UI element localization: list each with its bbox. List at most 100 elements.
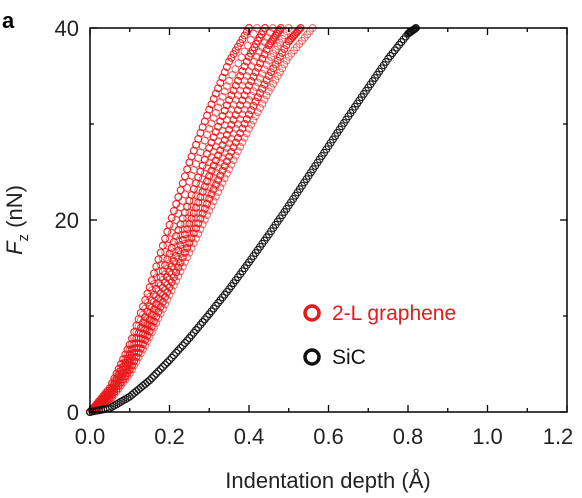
graphene-data-point [253, 93, 262, 102]
graphene-data-point [260, 80, 269, 89]
graphene-data-point [271, 75, 280, 84]
graphene-data-point [200, 215, 209, 224]
graphene-data-point [205, 124, 214, 133]
graphene-data-point [205, 105, 214, 114]
plot-frame [89, 27, 568, 413]
graphene-data-point [227, 160, 236, 169]
graphene-data-point [189, 209, 198, 218]
sic-data-point [203, 312, 211, 321]
graphene-data-point [271, 60, 280, 69]
graphene-data-point [174, 193, 183, 202]
graphene-data-point [176, 249, 185, 258]
graphene-data-point [245, 124, 253, 133]
graphene-data-point [209, 94, 218, 103]
sic-data-point [147, 374, 156, 383]
graphene-data-point [139, 345, 147, 354]
graphene-data-point [136, 349, 145, 358]
graphene-data-point [163, 227, 172, 236]
graphene-data-point [214, 84, 223, 93]
sic-data-point [150, 371, 158, 380]
graphene-data-point [216, 78, 225, 87]
graphene-data-point [167, 286, 176, 295]
graphene-data-point [225, 76, 234, 85]
graphene-data-point [192, 214, 200, 223]
graphene-data-point [183, 184, 192, 192]
graphene-data-point [218, 178, 227, 187]
graphene-data-point [216, 98, 225, 107]
graphene-data-point [150, 323, 158, 332]
graphene-data-point [187, 214, 196, 223]
y-axis-label-subscript: z [15, 234, 32, 242]
graphene-data-point [207, 178, 216, 187]
graphene-data-point [207, 100, 216, 109]
graphene-data-point [169, 222, 178, 231]
graphene-data-point [176, 186, 185, 195]
graphene-data-point [207, 201, 216, 210]
graphene-data-point [278, 49, 287, 57]
y-tick-label-1: 20 [55, 208, 79, 233]
graphene-data-point [165, 290, 174, 299]
graphene-data-point [125, 369, 134, 378]
graphene-data-point [192, 203, 200, 212]
graphene-data-point [176, 258, 185, 267]
sic-data-point [198, 318, 207, 327]
graphene-data-point [128, 361, 136, 370]
graphene-data-point [185, 239, 194, 247]
graphene-data-point [141, 341, 150, 350]
sic-data-point [154, 367, 163, 376]
graphene-data-point [158, 254, 167, 263]
graphene-data-point [220, 87, 229, 96]
sic-data-point [410, 25, 419, 34]
graphene-data-point [275, 25, 284, 34]
legend-label-graphene: 2-L graphene [332, 302, 456, 325]
graphene-data-point [256, 89, 264, 98]
graphene-data-point [211, 192, 220, 201]
graphene-data-point [205, 183, 214, 192]
graphene-data-point [183, 225, 192, 234]
graphene-data-point [222, 62, 231, 71]
sic-data-point [178, 341, 187, 350]
graphene-data-point [147, 328, 156, 337]
graphene-data-point [275, 68, 284, 77]
graphene-data-point [220, 68, 229, 77]
graphene-data-point [234, 59, 243, 68]
sic-data-point [185, 334, 194, 343]
graphene-data-point [181, 230, 189, 239]
graphene-data-point [264, 87, 273, 96]
sic-data-point [172, 348, 181, 357]
graphene-data-point [247, 120, 256, 129]
y-axis-label-unit: (nN) [2, 185, 27, 234]
graphene-data-point [218, 73, 227, 82]
graphene-data-point [256, 104, 264, 112]
graphene-data-point [189, 219, 198, 228]
sic-data-point [200, 315, 209, 324]
graphene-data-point [229, 156, 238, 165]
graphene-data-point [231, 65, 240, 74]
y-axis-label-symbol: F [2, 240, 27, 255]
graphene-data-point [207, 166, 216, 175]
sic-data-point [176, 343, 185, 352]
graphene-data-point [262, 61, 271, 69]
graphene-data-point [183, 234, 192, 243]
x-tick-label-4: 0.8 [393, 424, 424, 449]
graphene-data-point [185, 219, 194, 228]
graphene-data-point [214, 188, 223, 197]
sic-data-point [163, 358, 172, 367]
x-tick-label-6: 1.2 [543, 424, 574, 449]
x-tick-label-1: 0.2 [154, 424, 185, 449]
graphene-data-point [209, 197, 218, 206]
graphene-data-point [143, 337, 152, 346]
graphene-data-point [161, 300, 170, 309]
graphene-data-point [185, 229, 194, 238]
graphene-data-point [178, 196, 187, 205]
graphene-data-point [156, 309, 165, 318]
graphene-data-point [249, 29, 258, 38]
graphene-data-point [178, 253, 187, 262]
graphene-data-point [267, 68, 276, 77]
sic-data-point [181, 339, 189, 347]
graphene-data-point [269, 79, 278, 88]
graphene-data-point [194, 198, 203, 207]
graphene-data-point [130, 353, 139, 361]
graphene-data-point [169, 206, 178, 215]
graphene-data-point [174, 263, 183, 272]
